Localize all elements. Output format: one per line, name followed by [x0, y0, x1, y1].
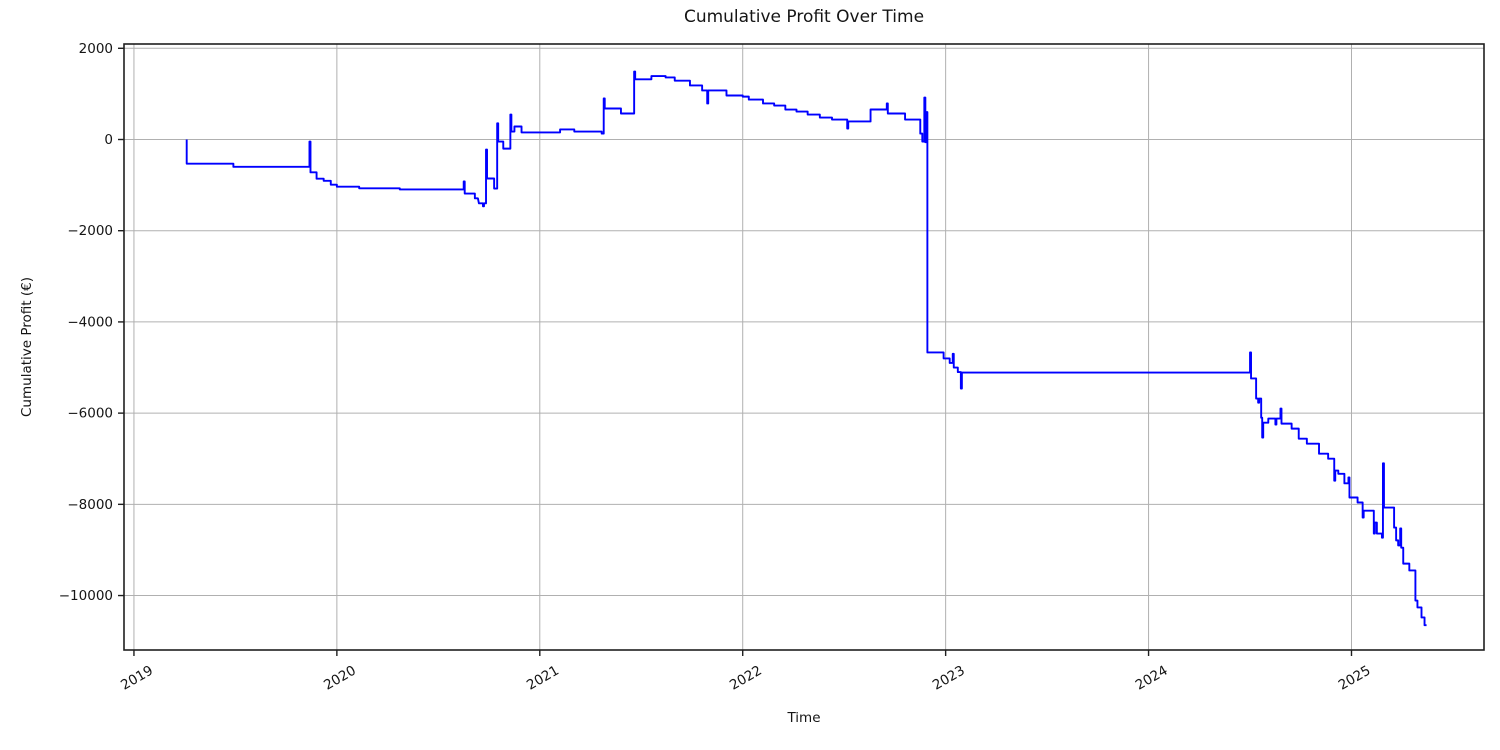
- y-tick-label: −2000: [67, 223, 113, 239]
- chart-title: Cumulative Profit Over Time: [683, 7, 925, 27]
- axes-spines: [123, 43, 1485, 651]
- y-tick-label: −6000: [67, 406, 113, 422]
- x-tick-label: 2024: [1133, 663, 1171, 694]
- x-tick-label: 2023: [930, 663, 968, 694]
- x-tick-label: 2022: [727, 663, 765, 694]
- x-tick-label: 2021: [524, 663, 562, 694]
- y-tick-label: −8000: [67, 497, 113, 513]
- series-cumulative-profit: [185, 70, 1427, 627]
- y-tick-label: 2000: [79, 41, 113, 57]
- y-tick-label: 0: [104, 132, 113, 148]
- x-tick-label: 2019: [118, 663, 156, 694]
- x-axis-label: Time: [787, 710, 821, 726]
- x-tick-label: 2020: [321, 663, 359, 694]
- y-tick-label: −10000: [59, 588, 113, 604]
- y-tick-label: −4000: [67, 314, 113, 330]
- x-tick-label: 2025: [1336, 663, 1374, 694]
